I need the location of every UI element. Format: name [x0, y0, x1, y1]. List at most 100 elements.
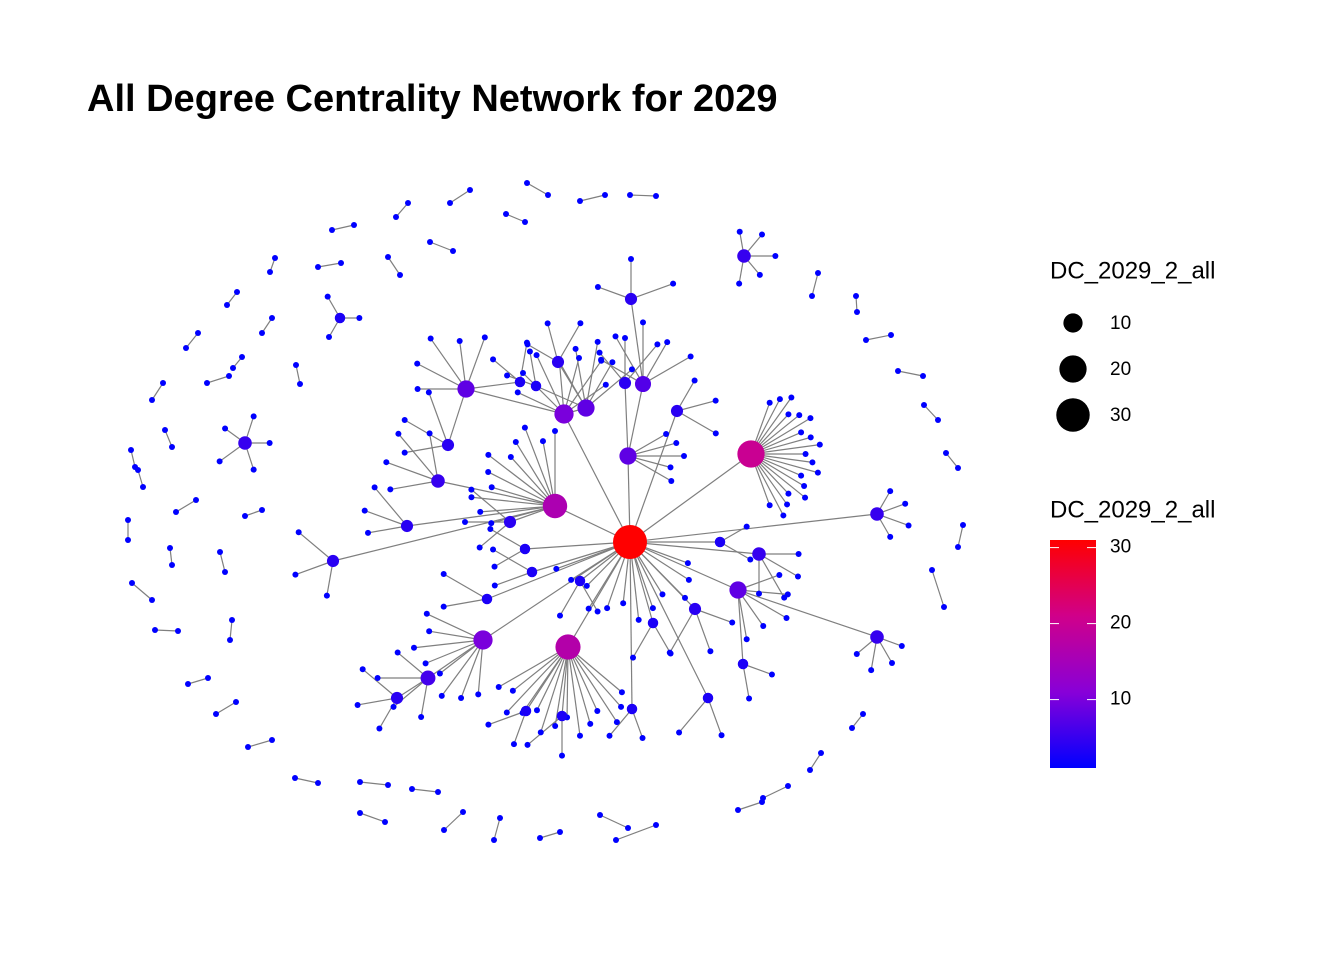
node — [315, 780, 321, 786]
edge — [498, 646, 569, 688]
node — [495, 684, 502, 690]
node — [426, 430, 433, 437]
edge — [449, 189, 471, 204]
edge — [554, 646, 569, 727]
node — [577, 198, 583, 204]
node — [776, 571, 783, 578]
edge — [524, 427, 556, 507]
edge — [642, 341, 668, 385]
node — [870, 630, 884, 644]
edge — [676, 400, 716, 412]
edge — [513, 710, 527, 745]
edge — [515, 441, 556, 507]
node — [647, 617, 659, 629]
edge — [487, 471, 556, 507]
node — [354, 701, 361, 708]
node — [149, 597, 155, 603]
node — [440, 603, 447, 610]
node — [551, 355, 565, 369]
node — [594, 608, 601, 615]
node — [440, 571, 447, 577]
node — [798, 472, 805, 479]
edge — [737, 589, 787, 619]
node — [169, 562, 175, 568]
node — [401, 449, 408, 456]
edge — [811, 272, 819, 297]
node — [863, 337, 869, 343]
node — [357, 779, 363, 785]
edge — [629, 410, 678, 543]
node — [788, 394, 795, 401]
node — [326, 334, 332, 341]
edge — [599, 352, 626, 384]
node — [635, 616, 642, 623]
node — [887, 488, 894, 495]
node — [521, 424, 528, 431]
edge — [536, 354, 565, 415]
node — [338, 260, 344, 266]
node — [533, 352, 540, 359]
node — [955, 544, 961, 550]
node — [889, 659, 895, 666]
size-legend-key — [1063, 313, 1083, 333]
node — [905, 522, 912, 529]
node — [902, 500, 909, 507]
node — [183, 345, 189, 351]
node — [670, 404, 684, 418]
node — [553, 565, 560, 572]
node — [418, 713, 425, 720]
edge — [367, 525, 408, 534]
node — [329, 227, 335, 233]
edge — [359, 781, 389, 786]
node — [519, 543, 531, 555]
node — [504, 372, 511, 379]
node — [568, 576, 575, 583]
node — [390, 691, 404, 705]
node — [414, 386, 421, 392]
node — [414, 360, 421, 367]
node — [128, 447, 134, 453]
node — [135, 467, 141, 473]
node — [576, 354, 583, 361]
node — [488, 520, 495, 527]
node — [784, 501, 791, 508]
chart-title: All Degree Centrality Network for 2029 — [87, 78, 778, 120]
node — [772, 253, 779, 259]
node — [780, 512, 787, 519]
node — [718, 732, 725, 739]
edge — [557, 322, 581, 363]
edge — [762, 785, 789, 799]
node — [488, 484, 495, 491]
node — [898, 643, 905, 650]
edge — [247, 739, 273, 748]
node — [520, 705, 532, 717]
node — [129, 580, 135, 586]
edge — [540, 646, 569, 733]
node — [365, 529, 372, 536]
node — [185, 681, 191, 687]
node — [870, 507, 884, 521]
node — [634, 375, 652, 393]
edge — [387, 256, 401, 276]
node — [374, 675, 381, 681]
node — [598, 356, 605, 363]
edge — [737, 589, 744, 665]
edge — [317, 262, 342, 268]
node — [659, 591, 666, 598]
edge — [527, 715, 563, 746]
node — [807, 434, 814, 441]
node — [729, 581, 747, 599]
node — [524, 180, 530, 186]
node — [702, 692, 714, 704]
edge — [294, 777, 319, 784]
node — [356, 315, 363, 321]
edge — [154, 629, 179, 632]
node — [222, 425, 229, 432]
size-legend-label: 30 — [1110, 405, 1131, 426]
node — [785, 490, 792, 497]
node — [668, 478, 675, 484]
node — [545, 192, 551, 198]
edge — [493, 817, 501, 841]
node — [756, 590, 762, 597]
node — [687, 353, 694, 360]
